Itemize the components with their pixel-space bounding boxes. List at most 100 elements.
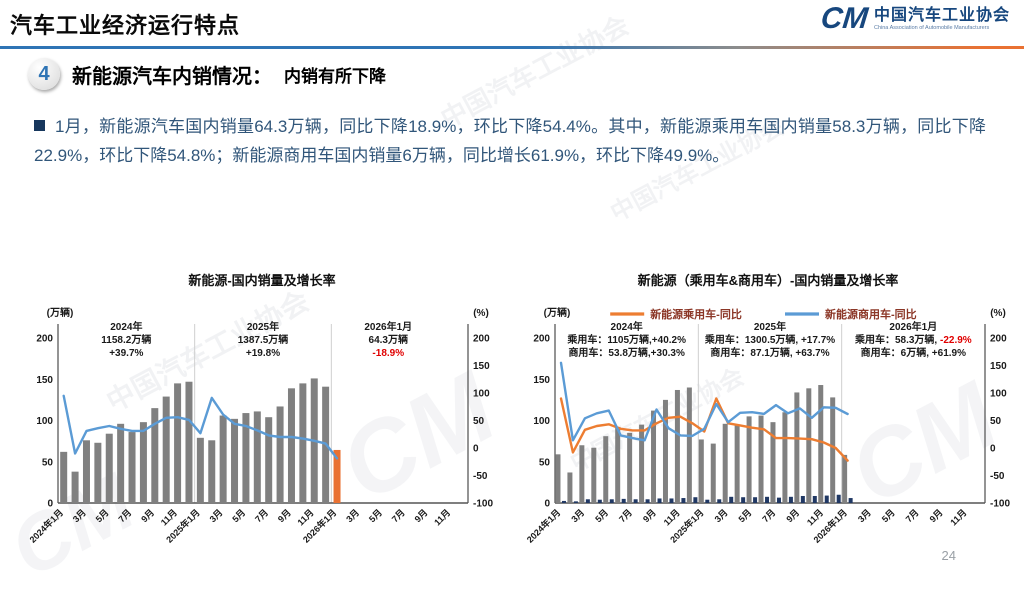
svg-text:2024年: 2024年 [110,320,142,333]
svg-text:商用车：6万辆, +61.9%: 商用车：6万辆, +61.9% [861,346,966,359]
svg-text:(%): (%) [473,308,489,319]
svg-text:3月: 3月 [71,507,88,524]
svg-text:-50: -50 [473,471,488,482]
svg-text:3月: 3月 [344,507,361,524]
section-title: 新能源汽车内销情况： [72,65,272,88]
chart-nev-domestic-sales: 新能源-国内销量及增长率 0 50 100 150 200 -100 -50 0 50 100 15… [24,270,500,575]
svg-text:2025年: 2025年 [247,320,279,333]
caam-logo-name-en: China Association of Automobile Manufact… [873,24,990,31]
svg-text:商用车：87.1万辆, +63.7%: 商用车：87.1万辆, +63.7% [710,346,829,359]
svg-text:150: 150 [990,361,1007,372]
svg-text:0: 0 [47,499,53,510]
chart-title: 新能源-国内销量及增长率 [188,273,336,288]
svg-text:3月: 3月 [208,507,225,524]
page-title: 汽车工业经济运行特点 [10,13,241,38]
body-paragraph-text: 1月，新能源汽车国内销量64.3万辆，同比下降18.9%，环比下降54.4%。其… [34,117,986,165]
svg-text:新能源乘用车-同比: 新能源乘用车-同比 [650,307,742,321]
svg-text:2026年1月: 2026年1月 [364,320,412,333]
nev-pv-cv-sales-chart: 0 50 100 150 200 -100 -50 0 50 100 150 200 (万辆) (%) 新能… [524,306,1010,545]
svg-text:1158.2万辆: 1158.2万辆 [101,333,151,346]
svg-text:11月: 11月 [296,507,316,527]
svg-text:0: 0 [473,444,479,455]
svg-text:9月: 9月 [139,507,156,524]
svg-text:2024年1月: 2024年1月 [27,507,65,545]
svg-text:商用车：53.8万辆,+30.3%: 商用车：53.8万辆,+30.3% [568,346,685,359]
svg-text:150: 150 [473,361,490,372]
svg-text:-50: -50 [990,471,1005,482]
svg-text:100: 100 [990,389,1007,400]
svg-text:9月: 9月 [413,507,430,524]
svg-text:乘用车：1300.5万辆, +17.7%: 乘用车：1300.5万辆, +17.7% [704,333,835,346]
svg-text:+19.8%: +19.8% [246,348,280,359]
svg-text:9月: 9月 [928,507,945,524]
svg-text:11月: 11月 [805,507,825,527]
svg-text:0: 0 [544,499,550,510]
svg-text:(万辆): (万辆) [544,306,571,319]
svg-text:7月: 7月 [760,507,777,524]
chart-title: 新能源（乘用车&商用车）-国内销量及增长率 [637,273,899,288]
svg-text:0: 0 [990,444,996,455]
svg-text:5月: 5月 [230,507,247,524]
svg-text:7月: 7月 [116,507,133,524]
svg-text:2025年: 2025年 [754,320,786,333]
chart-nev-pv-cv-sales: 新能源（乘用车&商用车）-国内销量及增长率 0 50 100 150 200 -100 -5… [520,270,1016,575]
svg-text:200: 200 [533,334,550,345]
svg-text:11月: 11月 [948,507,968,527]
header-divider [0,46,1024,49]
svg-text:5月: 5月 [880,507,897,524]
svg-text:9月: 9月 [641,507,658,524]
caam-logo-mark-icon: CM [819,2,870,35]
svg-text:200: 200 [36,334,53,345]
svg-text:(万辆): (万辆) [47,306,74,319]
page-number: 24 [941,548,956,563]
nev-domestic-sales-chart: 0 50 100 150 200 -100 -50 0 50 100 150 200 (万辆) (%) 20… [27,306,494,545]
svg-text:50: 50 [473,416,485,427]
caam-logo: CM 中国汽车工业协会 China Association of Automob… [819,2,1010,35]
svg-text:9月: 9月 [784,507,801,524]
svg-text:1387.5万辆: 1387.5万辆 [238,333,289,346]
section-heading: 4 新能源汽车内销情况： 内销有所下降 [28,58,386,90]
svg-text:11月: 11月 [159,507,179,527]
svg-text:5月: 5月 [367,507,384,524]
body-paragraph: 1月，新能源汽车国内销量64.3万辆，同比下降18.9%，环比下降54.4%。其… [34,112,986,170]
svg-text:50: 50 [539,457,551,468]
svg-text:-100: -100 [990,499,1010,510]
svg-text:64.3万辆: 64.3万辆 [369,333,408,346]
section-number-badge: 4 [28,58,60,90]
svg-text:150: 150 [36,375,53,386]
svg-text:3月: 3月 [856,507,873,524]
svg-text:7月: 7月 [617,507,634,524]
svg-text:7月: 7月 [390,507,407,524]
svg-text:50: 50 [990,416,1002,427]
svg-text:7月: 7月 [253,507,270,524]
section-subtitle: 内销有所下降 [284,66,386,86]
svg-text:2026年1月: 2026年1月 [889,320,937,333]
svg-text:11月: 11月 [432,507,452,527]
svg-text:200: 200 [990,334,1007,345]
svg-text:乘用车：1105万辆,+40.2%: 乘用车：1105万辆,+40.2% [566,333,686,346]
svg-text:+39.7%: +39.7% [109,348,143,359]
svg-text:-100: -100 [473,499,493,510]
svg-text:100: 100 [533,416,550,427]
svg-text:150: 150 [533,375,550,386]
svg-text:100: 100 [36,416,53,427]
bullet-square-icon [34,120,45,131]
svg-text:5月: 5月 [737,507,754,524]
caam-logo-name-cn: 中国汽车工业协会 [873,7,1010,25]
svg-text:100: 100 [473,389,490,400]
svg-text:3月: 3月 [713,507,730,524]
svg-text:7月: 7月 [904,507,921,524]
svg-text:9月: 9月 [276,507,293,524]
svg-text:11月: 11月 [662,507,682,527]
svg-text:-18.9%: -18.9% [372,348,404,359]
svg-text:2024年: 2024年 [611,320,643,333]
svg-text:新能源商用车-同比: 新能源商用车-同比 [825,307,917,321]
svg-text:5月: 5月 [593,507,610,524]
svg-text:3月: 3月 [569,507,586,524]
svg-text:200: 200 [473,334,490,345]
svg-text:5月: 5月 [94,507,111,524]
svg-text:(%): (%) [990,308,1006,319]
svg-text:2024年1月: 2024年1月 [524,507,562,545]
svg-text:乘用车：58.3万辆, -22.9%: 乘用车：58.3万辆, -22.9% [854,333,972,346]
